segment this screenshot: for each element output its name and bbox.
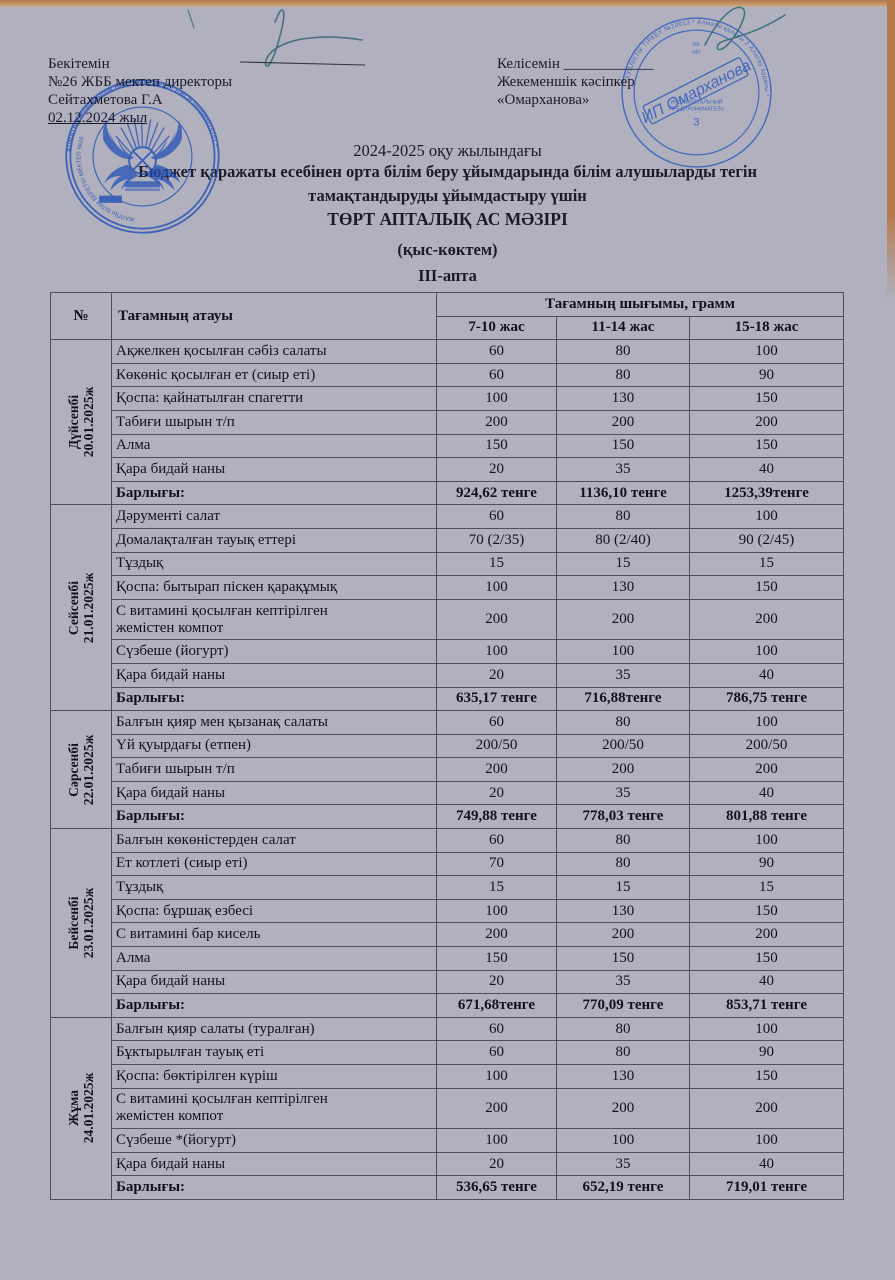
svg-text:3: 3 [693,117,699,129]
svg-text:ПРЕДПРИНИМАТЕЛЬ: ПРЕДПРИНИМАТЕЛЬ [669,107,724,113]
svg-text:ИНДИВИДУАЛЬНЫЙ: ИНДИВИДУАЛЬНЫЙ [670,98,722,106]
